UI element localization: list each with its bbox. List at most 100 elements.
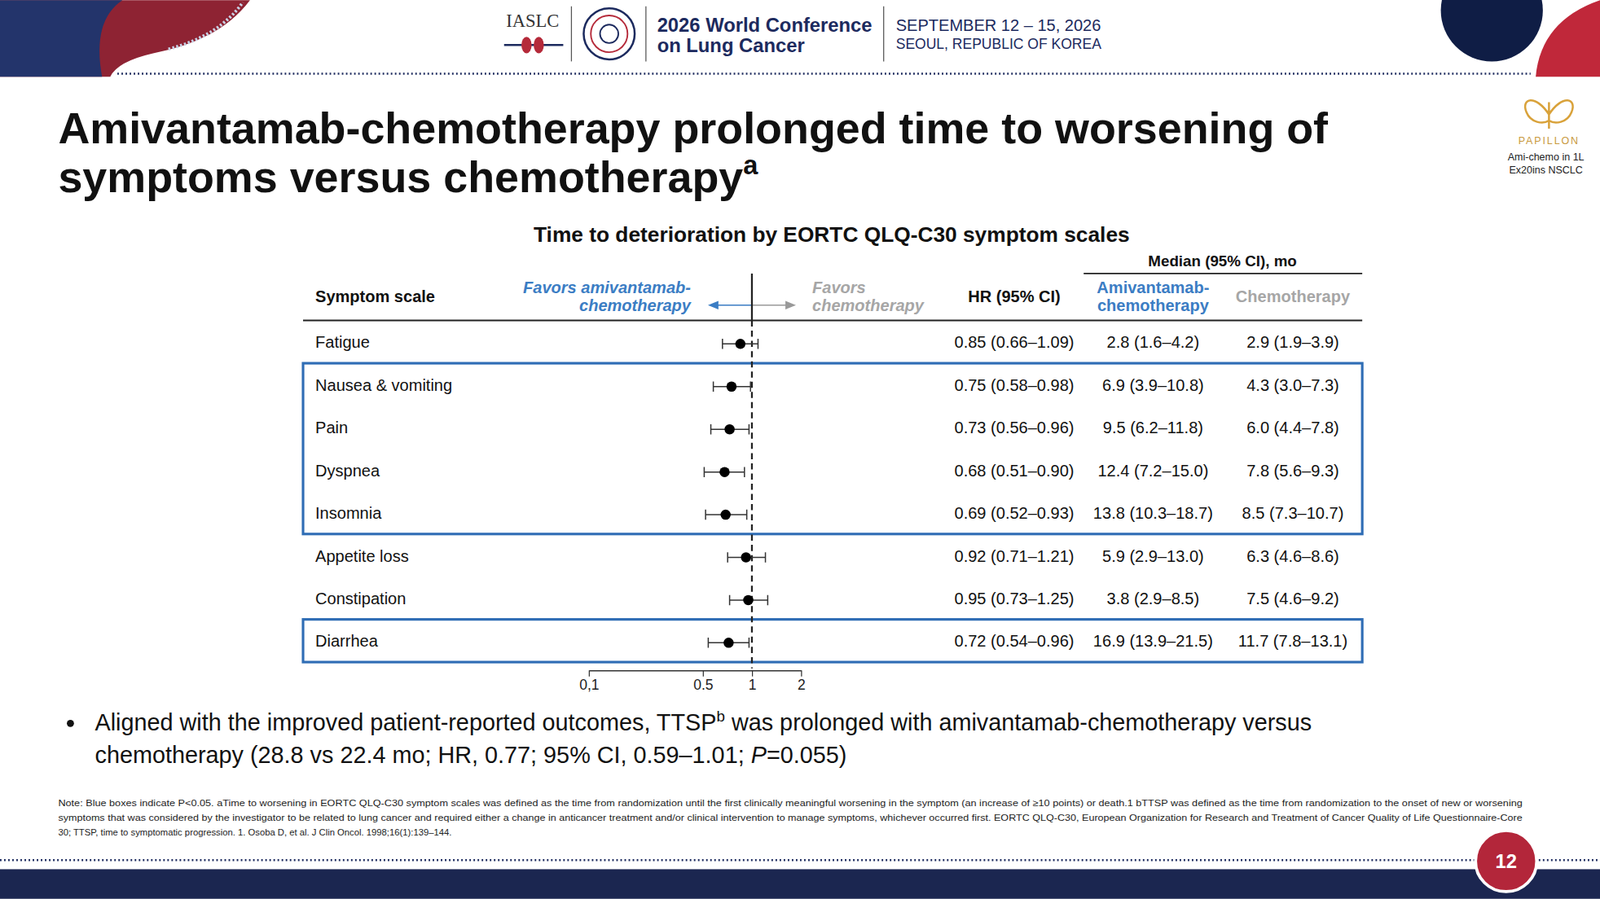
separator [645,6,647,62]
hr-point [720,509,731,521]
column-header: Symptom scale [315,287,436,306]
median-cell: 13.8 (10.3–18.7) [1093,504,1214,523]
median-cell: 3.8 (2.9–8.5) [1107,589,1200,608]
ci-cap [726,552,729,563]
conference-place: SEOUL, REPUBLIC OF KOREA [896,35,1102,53]
logo-name: PAPILLON [1518,135,1580,147]
dotted-rule [0,859,1600,862]
hr-label: 0.75 (0.58–0.98) [954,376,1075,395]
bullet-segment: was prolonged with amivantamab-chemother… [725,709,1312,736]
tick-label: 2 [797,676,806,694]
category-label: Appetite loss [315,547,409,566]
ci-cap [743,466,746,478]
footnote-line: symptoms that was considered by the inve… [57,813,1522,823]
ci-cap [710,424,713,436]
median-cell: 6.0 (4.4–7.8) [1246,418,1340,437]
tick: 0.5 [693,670,713,694]
seal [583,8,635,60]
tick-label: 0,1 [579,676,599,694]
median-cell: 11.7 (7.8–13.1) [1238,632,1348,651]
ci-cap [749,382,752,393]
favors-arrow [712,304,752,307]
header-rule [303,320,1363,322]
hr-label: 0.73 (0.56–0.96) [954,418,1075,437]
favors-label: Favors amivantamab- [523,278,691,297]
header-shape [1535,0,1600,77]
page-badge [1475,830,1537,893]
tick-mark [703,670,704,677]
hr-label: 0.95 (0.73–1.25) [954,589,1075,608]
column-header: chemotherapy [1097,296,1210,315]
header-rule [1083,272,1363,275]
page-label: 12 [1495,850,1517,873]
hr-label: 0.85 (0.66–1.09) [954,333,1075,352]
header-arc [168,2,243,50]
significance-box [303,363,1363,535]
bullet-text: Aligned with the improved patient-report… [94,707,1312,736]
x-axis: 0,1 0.5 1 2 [579,670,806,694]
logo-text: Ami-chemo in 1L [1507,151,1585,163]
category-label: Constipation [315,589,406,608]
column-header: Chemotherapy [1235,287,1351,306]
footnote-line: Note: Blue boxes indicate P<0.05. aTime … [57,798,1522,809]
tick: 2 [797,670,806,694]
median-cell: 6.9 (3.9–10.8) [1102,376,1205,395]
favors-label: chemotherapy [812,296,925,315]
dotted-rule [117,72,1531,75]
median-cell: 7.5 (4.6–9.2) [1246,589,1340,608]
separator [571,6,572,62]
footnote-marker: b [716,707,725,726]
ci-cap [757,338,760,350]
org-name: IASLC [505,10,559,31]
favors-label: Favors [812,278,866,297]
ci-cap [746,509,748,521]
median-cell: 7.8 (5.6–9.3) [1246,461,1340,480]
tick: 1 [748,670,757,694]
hr-point [735,338,747,350]
hr-label: 0.69 (0.52–0.93) [954,504,1075,523]
header-shape [0,0,251,77]
footer-band [0,869,1600,899]
ci-cap [767,595,770,607]
conference-header: IASLC2026 World Conferenceon Lung Cancer… [504,6,1102,62]
hr-label: 0.72 (0.54–0.96) [954,632,1075,651]
ci-cap [721,338,724,350]
category-label: Nausea & vomiting [315,376,453,395]
ci-cap [764,552,767,563]
category-label: Diarrhea [315,632,379,651]
reference-line [751,320,753,669]
forest-chart: Time to deterioration by EORTC QLQ-C30 s… [303,222,1363,694]
category-label: Fatigue [315,333,370,352]
axis-line [589,670,802,673]
logo-text: Ex20ins NSCLC [1508,164,1583,176]
ci-cap [703,466,706,478]
bullet-segment: chemotherapy (28.8 vs 22.4 mo; HR, 0.77;… [94,742,751,769]
column-header: Amivantamab- [1096,278,1209,297]
decoration [0,0,1600,899]
chart-title: Time to deterioration by EORTC QLQ-C30 s… [533,222,1130,247]
category-label: Insomnia [315,504,383,523]
category-label: Pain [315,418,348,437]
tick-mark [800,670,802,677]
tick-label: 1 [748,676,757,694]
bullet-segment: Aligned with the improved patient-report… [94,709,717,736]
tick-mark [751,670,753,677]
seal [590,15,628,53]
hr-point [742,595,754,607]
conference-name: 2026 World Conference [657,13,873,36]
footnote-line: 30; TTSP, time to symptomatic progressio… [57,827,452,838]
footnote-marker: a [742,150,759,181]
hr-point [726,382,738,393]
favors-arrow [751,304,792,307]
hr-point [723,637,735,649]
significance-box [303,619,1363,663]
median-cell: 16.9 (13.9–21.5) [1093,632,1214,651]
title-line: Amivantamab-chemotherapy prolonged time … [57,103,1329,153]
ci-cap [704,509,707,521]
hr-point [724,424,735,436]
hr-label: 0.68 (0.51–0.90) [954,461,1075,480]
ci-cap [707,637,710,649]
hr-point [740,552,752,563]
butterfly-icon [1525,100,1574,129]
ci-cap [748,637,751,649]
